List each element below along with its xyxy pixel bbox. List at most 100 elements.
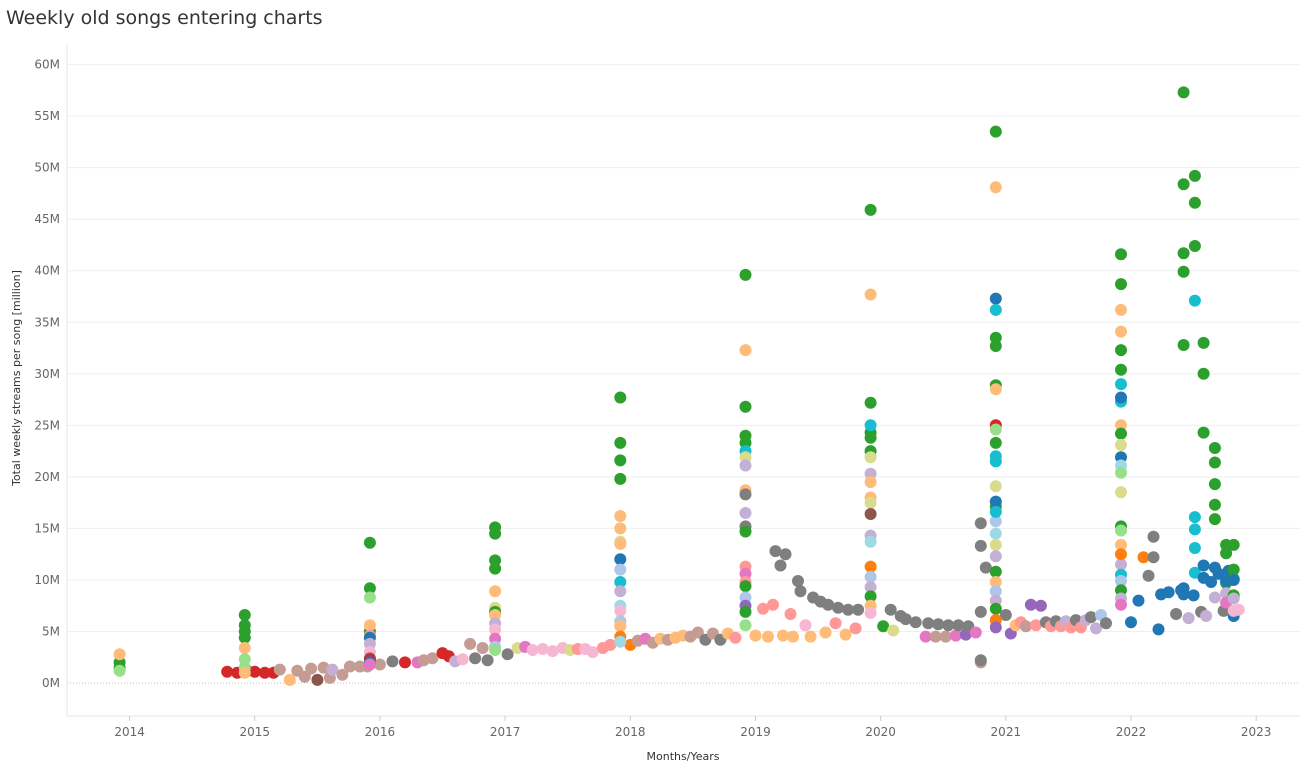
y-tick-label: 45M [34, 212, 60, 226]
data-point [343, 660, 356, 673]
data-point [501, 648, 514, 661]
data-point [989, 436, 1002, 449]
data-point [614, 454, 627, 467]
data-point [1197, 559, 1210, 572]
data-point [489, 609, 502, 621]
data-point [363, 658, 376, 671]
data-point [884, 603, 897, 616]
data-point [1085, 611, 1097, 624]
data-point [1170, 608, 1183, 620]
data-point [1152, 623, 1165, 636]
data-point [949, 629, 962, 642]
data-point [363, 637, 376, 650]
data-point [1177, 265, 1190, 278]
data-point [864, 476, 877, 488]
data-point [1177, 588, 1190, 601]
data-point [113, 648, 126, 661]
y-tick-label: 55M [34, 109, 60, 123]
data-point [1019, 620, 1032, 633]
data-point [792, 575, 804, 587]
data-point [739, 459, 752, 472]
data-point [989, 515, 1002, 528]
data-point [1208, 442, 1221, 454]
y-tick-label: 30M [34, 367, 60, 381]
data-point [305, 662, 318, 675]
data-point [1188, 196, 1201, 209]
data-point [1188, 169, 1201, 182]
data-point [774, 559, 787, 572]
data-point [614, 576, 627, 588]
data-point [1188, 542, 1201, 554]
data-point [1208, 561, 1221, 574]
y-tick-label: 10M [34, 573, 60, 587]
data-point [922, 617, 935, 630]
data-point [804, 630, 817, 643]
data-point [311, 673, 324, 686]
data-point [864, 419, 877, 432]
data-point [1115, 524, 1127, 537]
data-point [784, 608, 797, 620]
data-point [842, 603, 855, 616]
data-point [1227, 538, 1240, 551]
data-point [1188, 566, 1201, 579]
data-point [526, 644, 539, 656]
data-point [1227, 604, 1240, 617]
data-point [1115, 486, 1127, 499]
data-point [989, 340, 1002, 352]
data-point [1220, 547, 1233, 560]
data-point [989, 450, 1002, 463]
chart-title: Weekly old songs entering charts [6, 7, 323, 29]
data-point [1115, 344, 1127, 357]
data-point [739, 400, 752, 413]
data-point [942, 619, 955, 632]
data-point [691, 626, 704, 639]
data-point [1187, 589, 1200, 602]
data-point [614, 635, 627, 648]
data-point [852, 603, 865, 616]
data-point [739, 580, 752, 593]
data-point [1115, 438, 1127, 451]
data-point [989, 383, 1002, 396]
data-point [614, 522, 627, 535]
data-point [1115, 248, 1127, 261]
data-point [989, 181, 1002, 194]
data-point [481, 654, 494, 667]
data-point [974, 605, 987, 618]
data-point [974, 539, 987, 552]
data-point [1197, 336, 1210, 349]
data-point [739, 436, 752, 449]
data-point [1227, 563, 1240, 576]
x-tick-label: 2015 [239, 725, 270, 739]
data-point [864, 431, 877, 444]
x-tick-label: 2021 [991, 725, 1022, 739]
y-tick-label: 5M [42, 624, 60, 638]
data-point [221, 665, 234, 678]
data-point [1177, 86, 1190, 99]
data-point [919, 630, 932, 643]
data-point [989, 505, 1002, 518]
data-point [113, 664, 126, 677]
data-point [1188, 511, 1201, 524]
data-point [932, 618, 945, 631]
data-point [1115, 363, 1127, 376]
data-point [739, 268, 752, 281]
data-point [1115, 451, 1127, 464]
data-point [1115, 325, 1127, 338]
y-tick-label: 15M [34, 521, 60, 535]
data-point [799, 619, 812, 632]
data-point [829, 617, 842, 630]
data-point [1177, 247, 1190, 260]
x-tick-label: 2019 [740, 725, 771, 739]
x-axis-title: Months/Years [647, 750, 720, 763]
data-point [1208, 498, 1221, 511]
data-point [614, 585, 627, 598]
data-point [1115, 548, 1127, 561]
data-point [489, 554, 502, 567]
data-point [1034, 599, 1047, 612]
data-point [238, 609, 251, 621]
data-point [248, 665, 261, 678]
data-point [989, 585, 1002, 598]
data-point [1147, 551, 1160, 564]
data-point [1188, 240, 1201, 252]
